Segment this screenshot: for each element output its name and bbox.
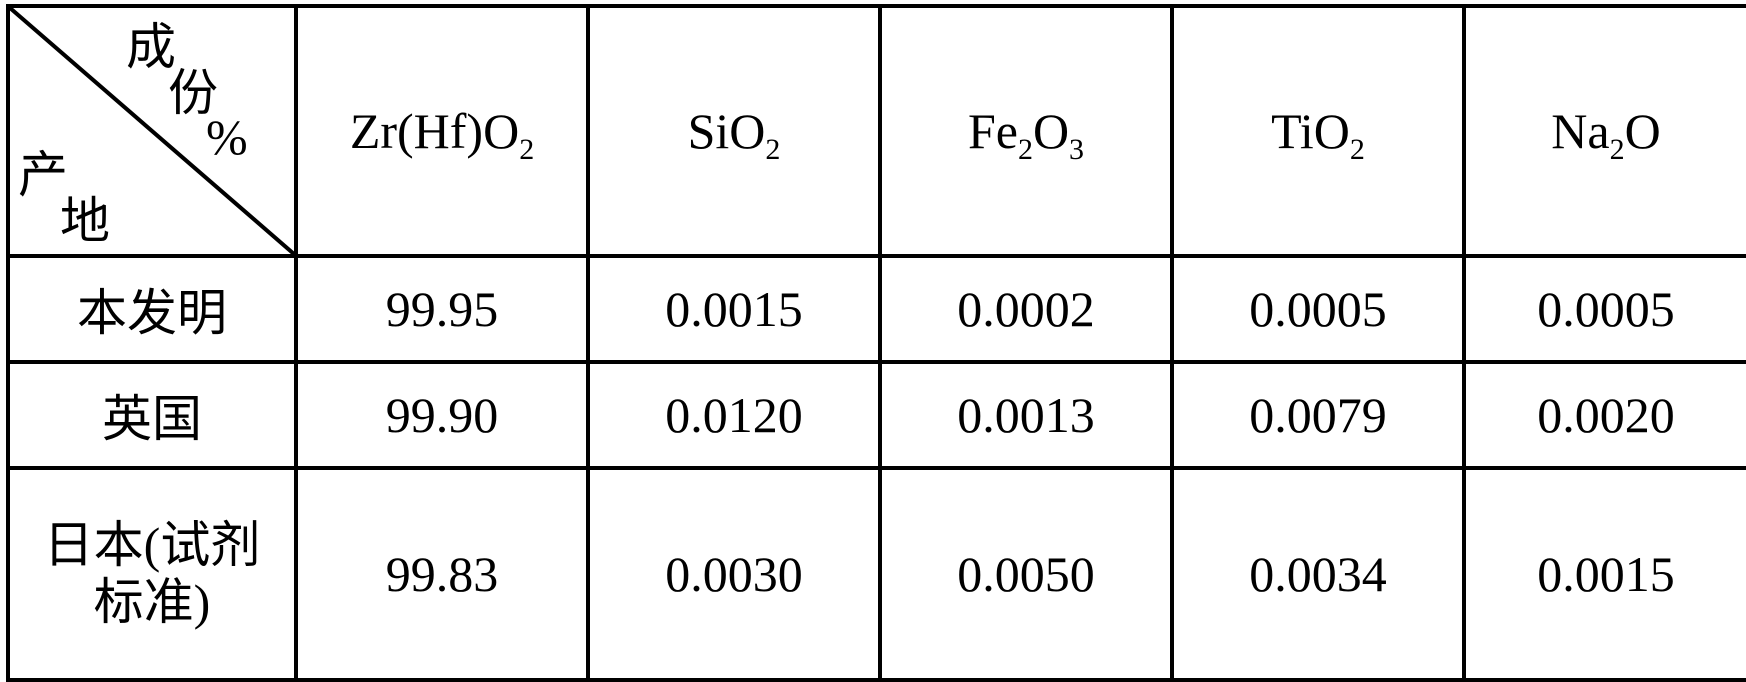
header-diagonal-cell: 成 份 % 产 地	[8, 6, 296, 256]
cell-value: 0.0120	[588, 362, 880, 468]
table-container: 成 份 % 产 地 Zr(Hf)O2 SiO2 Fe2O3 TiO2 Na2O	[0, 0, 1746, 678]
cell-value: 0.0079	[1172, 362, 1464, 468]
col-header-zrhfo2: Zr(Hf)O2	[296, 6, 588, 256]
composition-table: 成 份 % 产 地 Zr(Hf)O2 SiO2 Fe2O3 TiO2 Na2O	[6, 4, 1746, 682]
cell-value: 0.0005	[1464, 256, 1746, 362]
row-label: 英国	[8, 362, 296, 468]
row-label-multiline: 日本(试剂 标准)	[10, 517, 294, 632]
table-row: 英国 99.90 0.0120 0.0013 0.0079 0.0020	[8, 362, 1746, 468]
cell-value: 0.0013	[880, 362, 1172, 468]
header-top-label: 成 份 %	[126, 22, 248, 162]
row-label: 日本(试剂 标准)	[8, 468, 296, 680]
col-header-fe2o3-label: Fe2O3	[968, 103, 1084, 159]
row-label-line2: 标准)	[94, 574, 211, 630]
table-header-row: 成 份 % 产 地 Zr(Hf)O2 SiO2 Fe2O3 TiO2 Na2O	[8, 6, 1746, 256]
cell-value: 0.0015	[1464, 468, 1746, 680]
diagonal-box: 成 份 % 产 地	[10, 8, 294, 254]
col-header-na2o: Na2O	[1464, 6, 1746, 256]
header-bottom-label: 产 地	[18, 150, 110, 246]
cell-value: 0.0020	[1464, 362, 1746, 468]
cell-value: 0.0030	[588, 468, 880, 680]
cell-value: 0.0002	[880, 256, 1172, 362]
row-label-line1: 日本(试剂	[44, 517, 261, 573]
cell-value: 0.0005	[1172, 256, 1464, 362]
col-header-na2o-label: Na2O	[1551, 103, 1660, 159]
cell-value: 99.95	[296, 256, 588, 362]
cell-value: 99.90	[296, 362, 588, 468]
col-header-tio2: TiO2	[1172, 6, 1464, 256]
col-header-sio2: SiO2	[588, 6, 880, 256]
row-label: 本发明	[8, 256, 296, 362]
header-bottom-label-line2: 地	[60, 196, 110, 246]
table-row: 本发明 99.95 0.0015 0.0002 0.0005 0.0005	[8, 256, 1746, 362]
table-row: 日本(试剂 标准) 99.83 0.0030 0.0050 0.0034 0.0…	[8, 468, 1746, 680]
col-header-zrhfo2-label: Zr(Hf)O2	[350, 103, 534, 159]
col-header-tio2-label: TiO2	[1271, 103, 1365, 159]
cell-value: 0.0034	[1172, 468, 1464, 680]
header-top-label-line3: %	[206, 112, 248, 162]
col-header-fe2o3: Fe2O3	[880, 6, 1172, 256]
cell-value: 0.0015	[588, 256, 880, 362]
col-header-sio2-label: SiO2	[688, 103, 781, 159]
cell-value: 99.83	[296, 468, 588, 680]
cell-value: 0.0050	[880, 468, 1172, 680]
